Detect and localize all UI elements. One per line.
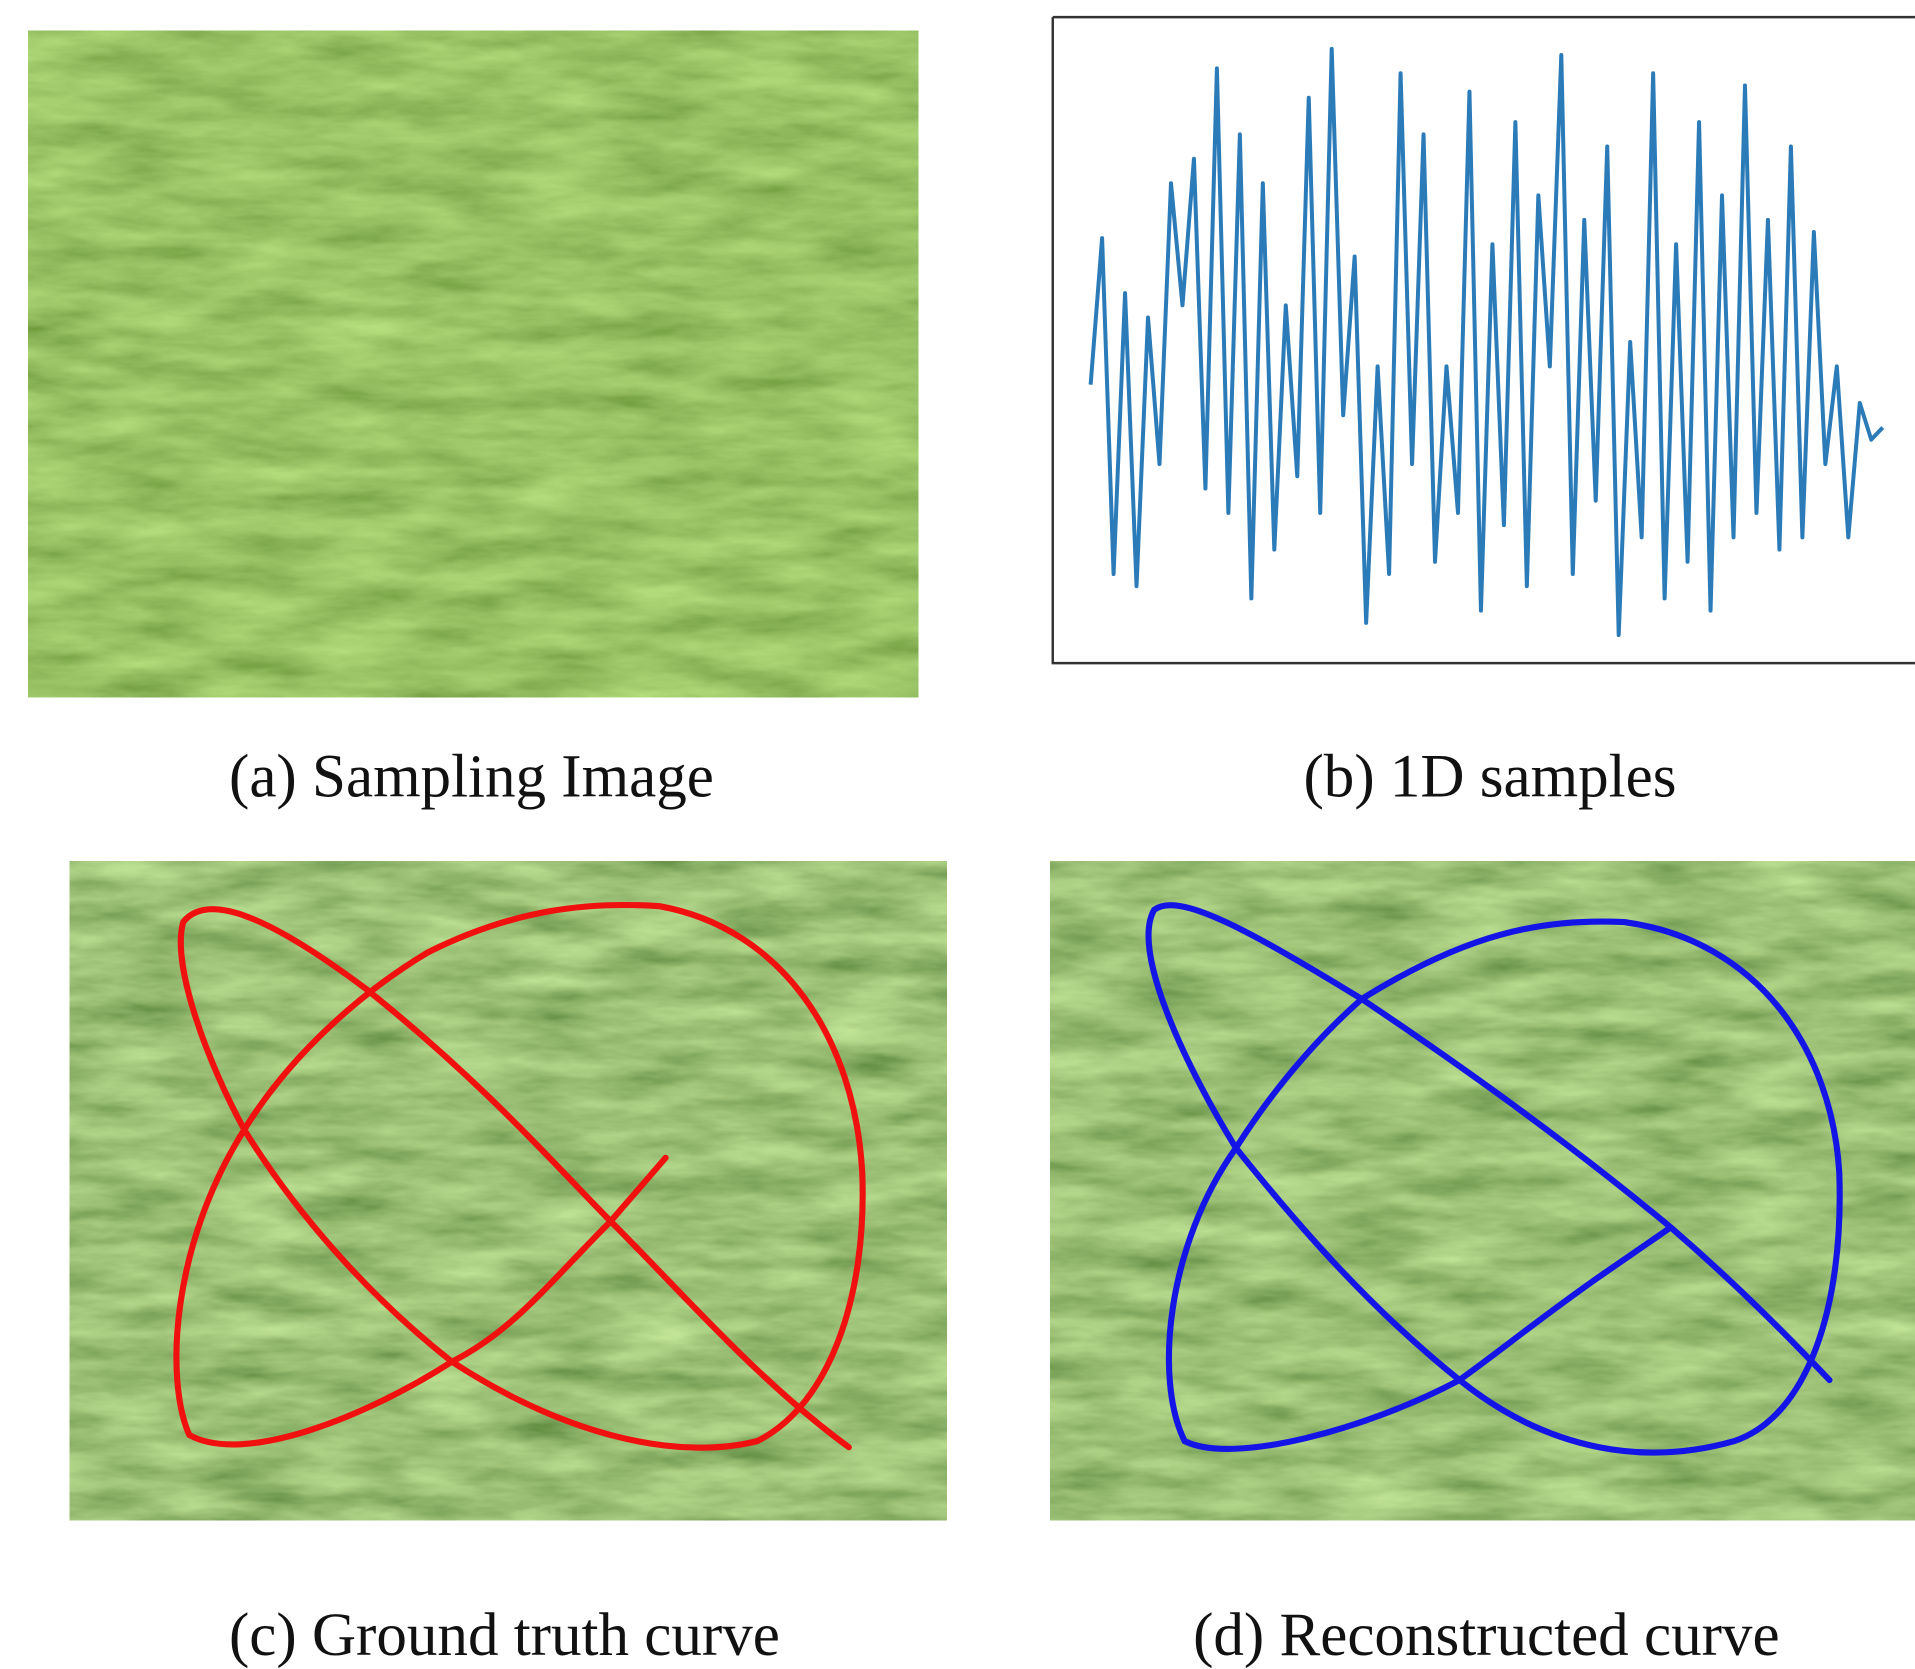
sampling-image: [28, 31, 918, 698]
caption: (c) Ground truth curve: [229, 1602, 780, 1669]
caption: (b) 1D samples: [1303, 743, 1676, 810]
reconstructed-panel: [1050, 861, 1915, 1520]
caption: (a) Sampling Image: [229, 743, 714, 810]
samples-plot: [1053, 17, 1915, 663]
signal-line: [1091, 49, 1883, 635]
figure: (a) Sampling Image (b) 1D samples (c) Gr…: [0, 0, 1915, 1669]
caption: (d) Reconstructed curve: [1193, 1602, 1779, 1669]
page: (a) Sampling Image (b) 1D samples (c) Gr…: [0, 0, 1915, 1669]
ground-truth-panel: [70, 861, 947, 1520]
